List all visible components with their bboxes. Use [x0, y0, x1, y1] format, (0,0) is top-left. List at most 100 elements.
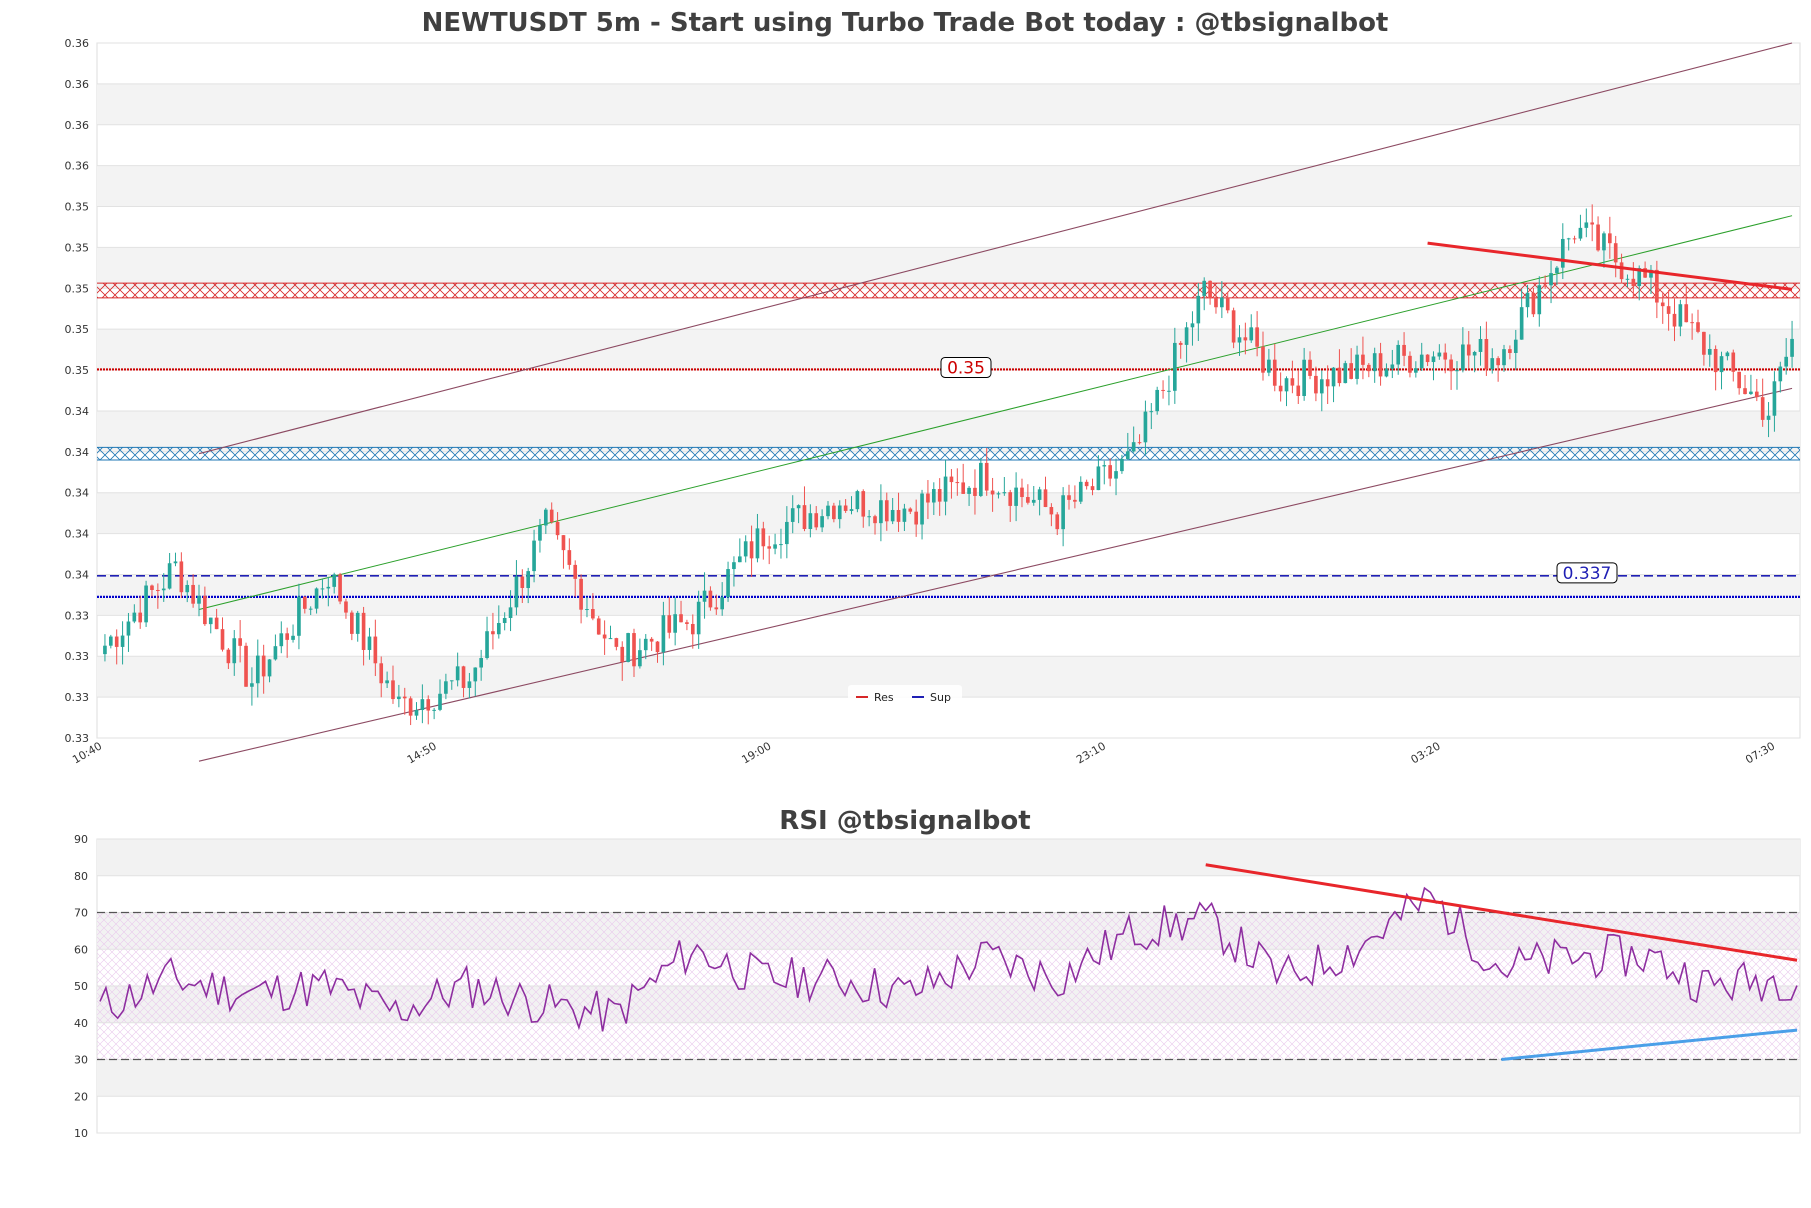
candle-body: [1590, 222, 1595, 225]
candle-body: [1049, 507, 1054, 515]
candle-body: [1478, 338, 1483, 352]
candle-body: [391, 680, 395, 700]
candle-body: [214, 617, 219, 630]
candle-body: [1419, 354, 1424, 369]
candle-body: [1572, 238, 1577, 240]
rsi-y-tick-label: 90: [74, 833, 88, 846]
rsi-y-tick-label: 50: [74, 980, 88, 993]
candle-body: [191, 584, 195, 604]
candle-body: [1449, 359, 1453, 372]
candle-body: [473, 667, 478, 682]
candle-body: [544, 509, 548, 526]
candle-body: [1155, 389, 1160, 412]
candle-body: [567, 550, 572, 565]
candle-body: [1466, 344, 1471, 356]
candle-body: [173, 561, 178, 564]
candle-body: [302, 596, 307, 609]
candle-body: [1537, 285, 1542, 315]
candle-body: [1231, 310, 1236, 343]
candle-body: [455, 666, 460, 681]
candle-body: [1143, 411, 1148, 443]
candle-body: [1549, 273, 1553, 286]
candle-body: [732, 562, 736, 570]
candle-body: [879, 500, 883, 524]
candle-body: [1125, 451, 1130, 459]
y-tick-label: 0.35: [65, 201, 90, 214]
candle-body: [1625, 278, 1630, 280]
candle-body: [1378, 353, 1383, 377]
candle-body: [867, 516, 871, 518]
candle-body: [1278, 385, 1283, 392]
candle-body: [1096, 466, 1101, 491]
candle-body: [132, 612, 137, 622]
candle-body: [338, 574, 342, 602]
rsi-line: [99, 886, 1798, 1032]
candle-body: [1513, 339, 1518, 354]
candle-body: [1243, 337, 1248, 341]
candle-body: [244, 645, 248, 687]
y-tick-label: 0.34: [65, 487, 90, 500]
grid-band: [97, 492, 1800, 534]
candle-body: [579, 578, 583, 610]
price-channel: [198, 42, 1793, 762]
y-tick-label: 0.33: [65, 650, 90, 663]
candle-body: [708, 590, 713, 608]
y-tick-label: 0.33: [65, 691, 90, 704]
candle-body: [114, 636, 119, 647]
candle-body: [1037, 489, 1042, 500]
candle-body: [726, 569, 730, 598]
y-tick-label: 0.35: [65, 364, 90, 377]
candle-body: [1637, 268, 1642, 287]
candle-body: [138, 612, 143, 623]
candle-body: [673, 614, 677, 633]
candle-body: [1190, 323, 1195, 328]
legend-entry: Sup: [930, 691, 951, 704]
candle-body: [561, 535, 566, 551]
candle-body: [267, 659, 272, 677]
candle-body: [1319, 379, 1324, 394]
candle-body: [714, 607, 719, 610]
candle-body: [385, 680, 389, 684]
support-level-label-box: [1556, 562, 1618, 584]
candle-body: [1331, 367, 1336, 387]
candle-body: [614, 638, 619, 647]
main-y-axis: 0.33 0.33 0.33 0.33 0.34 0.34 0.34 0.34 0.34 0.35…: [65, 37, 90, 745]
candle-body: [761, 528, 766, 547]
candle-body: [1737, 371, 1741, 389]
candle-body: [438, 693, 442, 710]
candle-body: [743, 541, 748, 557]
candle-body: [1408, 355, 1412, 373]
candle-body: [1702, 331, 1706, 355]
candle-body: [203, 595, 207, 625]
candle-body: [355, 612, 360, 634]
candle-body: [514, 576, 519, 608]
candle-body: [1061, 495, 1065, 530]
candle-body: [585, 609, 589, 611]
rsi-y-tick-label: 20: [74, 1090, 88, 1103]
candle-body: [655, 641, 660, 653]
candle-body: [1366, 364, 1371, 372]
candle-body: [255, 655, 260, 684]
candle-body: [1073, 499, 1077, 502]
candle-body: [144, 585, 148, 623]
candle-body: [1525, 292, 1530, 308]
candle-body: [161, 588, 166, 591]
candle-body: [1149, 411, 1154, 413]
candle-body: [1543, 285, 1547, 287]
candle-body: [1026, 497, 1030, 503]
candle-body: [1220, 297, 1224, 308]
candle-body: [1613, 243, 1618, 263]
candle-body: [1255, 327, 1259, 347]
candle-body: [273, 646, 278, 660]
candle-body: [1531, 292, 1536, 315]
candle-body: [1631, 278, 1636, 287]
candle-body: [808, 513, 813, 530]
candle-body: [737, 556, 742, 563]
rsi-y-tick-label: 40: [74, 1017, 88, 1030]
candle-body: [1314, 375, 1318, 394]
grid-band: [97, 165, 1800, 207]
candle-body: [1343, 363, 1348, 384]
candle-body: [843, 505, 848, 511]
candle-body: [961, 482, 966, 494]
candle-body: [785, 521, 789, 545]
